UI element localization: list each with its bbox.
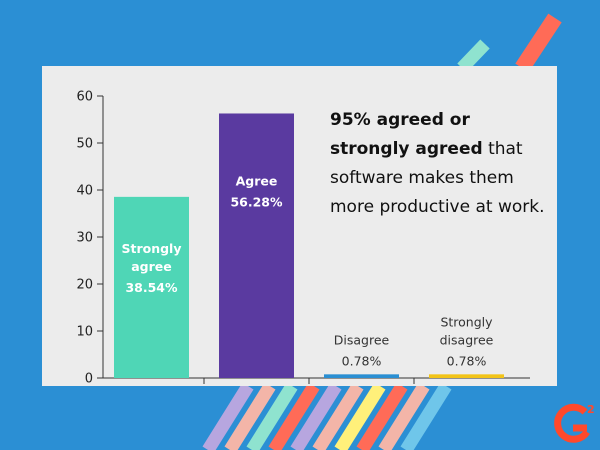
y-tick-label: 0	[85, 372, 93, 387]
category-label: Strongly	[440, 314, 493, 329]
bar-agree	[219, 113, 294, 378]
category-label: agree	[131, 259, 172, 274]
y-tick-label: 40	[76, 184, 93, 199]
bar-disagree	[324, 374, 399, 378]
value-label: 38.54%	[125, 280, 178, 295]
annotation-text: that software makes them more productive…	[330, 139, 545, 217]
value-label: 0.78%	[447, 353, 487, 368]
bar-strongly-agree	[114, 196, 189, 378]
value-label: 0.78%	[342, 353, 382, 368]
annotation-bold-text: 95% agreed or strongly agreed	[330, 110, 483, 159]
category-label: disagree	[440, 332, 494, 347]
bar-strongly-disagree	[429, 374, 504, 378]
category-label: Strongly	[121, 241, 181, 256]
value-label: 56.28%	[230, 194, 283, 209]
category-label: Disagree	[334, 332, 390, 347]
y-tick-label: 10	[76, 325, 93, 340]
y-tick-label: 60	[76, 90, 93, 105]
svg-text:2: 2	[587, 403, 595, 416]
y-tick-label: 50	[76, 137, 93, 152]
g2-logo-icon: 2	[554, 403, 595, 443]
y-tick-label: 30	[76, 231, 93, 246]
chart-annotation: 95% agreed or strongly agreed that softw…	[330, 106, 550, 222]
category-label: Agree	[236, 173, 278, 188]
y-tick-label: 20	[76, 278, 93, 293]
